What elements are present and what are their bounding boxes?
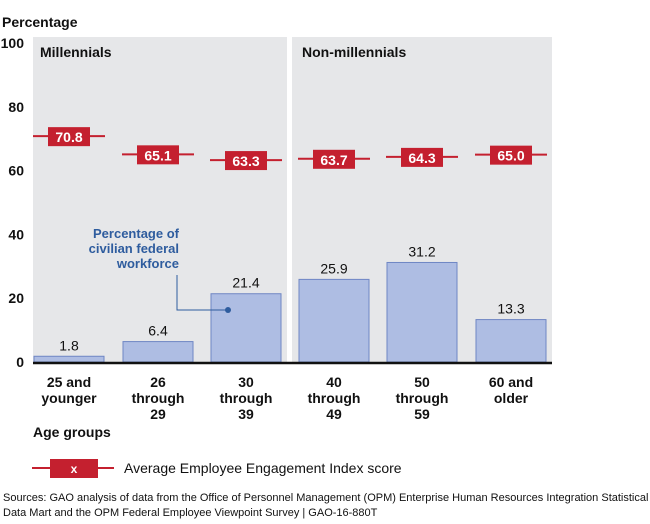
x-axis-label: Age groups [33, 424, 111, 440]
annotation-leader-line [176, 275, 228, 311]
x-tick-label: younger [41, 390, 97, 406]
x-tick-label: through [220, 390, 273, 406]
x-tick-label: 50 [414, 374, 430, 390]
bar [475, 319, 547, 363]
source-line-1: Sources: GAO analysis of data from the O… [3, 492, 648, 504]
engagement-value-label: 63.3 [232, 153, 259, 169]
x-tick-label: 25 and [47, 374, 91, 390]
x-tick-label: 30 [238, 374, 254, 390]
bar-value-label: 31.2 [408, 243, 435, 259]
engagement-marker [48, 127, 90, 147]
bar [298, 278, 370, 363]
bar-value-label: 6.4 [148, 323, 168, 339]
bar [122, 341, 194, 363]
y-axis-label: Percentage [2, 14, 78, 30]
x-tick-label: 29 [150, 406, 166, 422]
engagement-value-label: 65.1 [144, 147, 171, 163]
engagement-value-label: 63.7 [320, 152, 347, 168]
source-line-2: Data Mart and the OPM Federal Employee V… [3, 507, 378, 519]
y-tick-label: 20 [8, 290, 24, 306]
legend-marker-label: x [71, 462, 78, 476]
legend-marker-box [50, 459, 98, 478]
legend-text: Average Employee Engagement Index score [124, 460, 402, 476]
bar-value-label: 13.3 [497, 301, 524, 317]
engagement-value-label: 70.8 [55, 129, 82, 145]
y-tick-label: 60 [8, 163, 24, 179]
x-tick-label: 26 [150, 374, 166, 390]
x-tick-label: 60 and [489, 374, 533, 390]
legend: x Average Employee Engagement Index scor… [32, 459, 402, 478]
annotation-text: Percentage of [93, 226, 180, 241]
x-tick-label: 40 [326, 374, 342, 390]
x-tick-label: 59 [414, 406, 430, 422]
annotation-text: workforce [116, 256, 179, 271]
y-tick-label: 100 [1, 35, 25, 51]
engagement-marker [401, 147, 443, 167]
bar [33, 355, 105, 363]
bar-value-label: 21.4 [232, 275, 259, 291]
x-tick-label: 49 [326, 406, 342, 422]
bar [210, 293, 282, 363]
engagement-marker [490, 145, 532, 165]
x-tick-label: older [494, 390, 529, 406]
annotation-text: civilian federal [89, 241, 179, 256]
y-tick-label: 80 [8, 99, 24, 115]
bar [386, 261, 458, 363]
bar-value-label: 25.9 [320, 260, 347, 276]
engagement-marker [225, 151, 267, 171]
y-tick-label: 40 [8, 226, 24, 242]
annotation-dot [225, 307, 231, 313]
x-tick-label: 39 [238, 406, 254, 422]
panel-label-millennials: Millennials [40, 44, 112, 60]
panel-label-non-millennials: Non-millennials [302, 44, 406, 60]
y-tick-label: 0 [16, 354, 24, 370]
x-tick-label: through [132, 390, 185, 406]
engagement-marker [313, 149, 355, 169]
bar-value-label: 1.8 [59, 337, 79, 353]
x-tick-label: through [396, 390, 449, 406]
x-tick-label: through [308, 390, 361, 406]
engagement-value-label: 65.0 [497, 148, 524, 164]
engagement-marker [137, 145, 179, 165]
engagement-value-label: 64.3 [408, 150, 435, 166]
